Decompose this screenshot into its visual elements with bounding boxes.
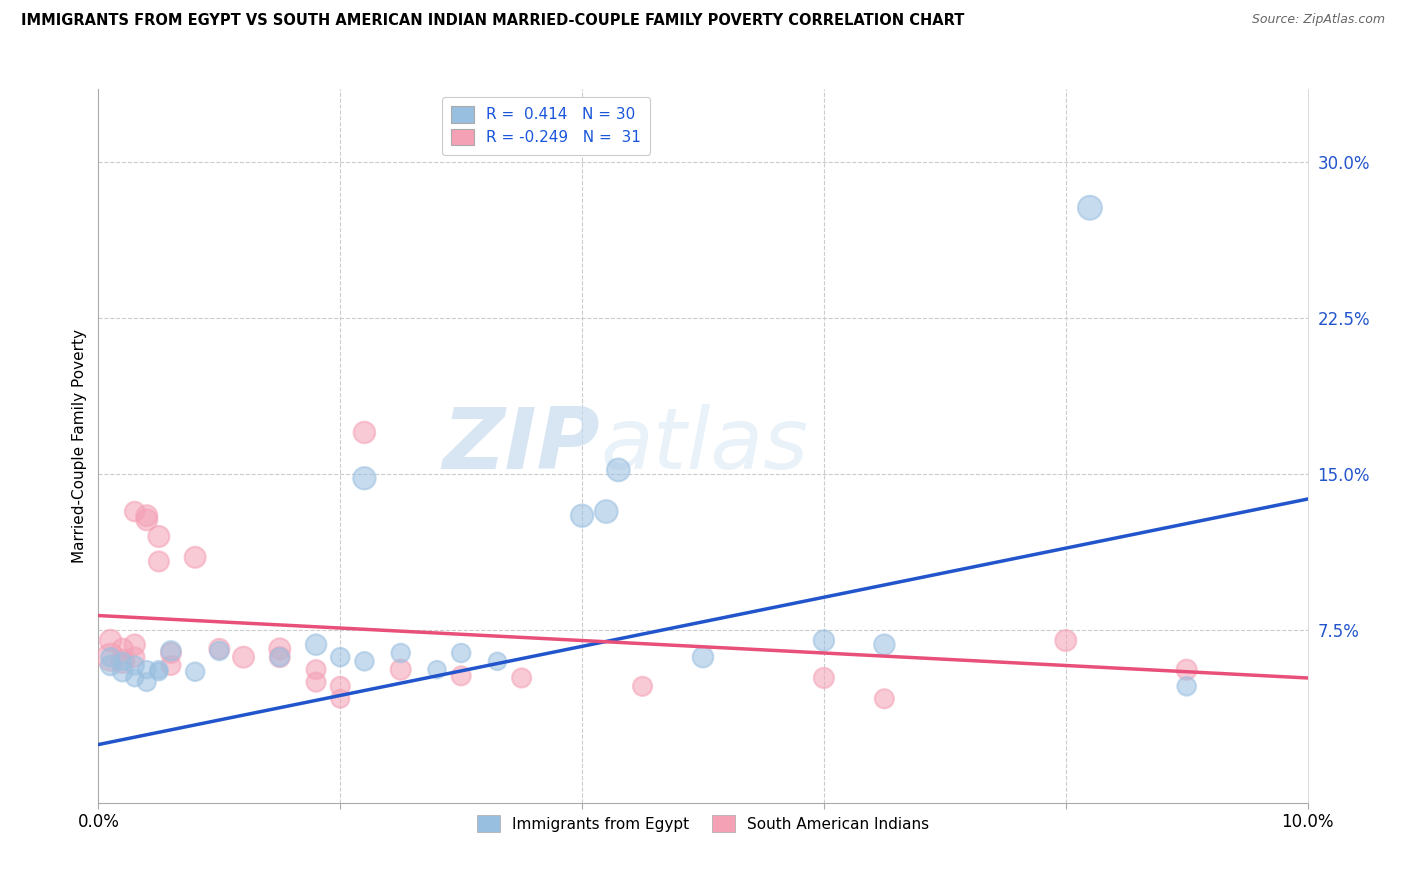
Point: [595, 504, 617, 518]
Point: [389, 646, 412, 660]
Point: [100, 650, 122, 665]
Point: [208, 641, 231, 656]
Point: [1078, 201, 1101, 215]
Point: [305, 638, 328, 652]
Point: [184, 665, 207, 679]
Point: [124, 650, 146, 665]
Point: [100, 633, 122, 648]
Point: [124, 658, 146, 673]
Point: [426, 663, 449, 677]
Point: [389, 663, 412, 677]
Point: [148, 665, 170, 679]
Point: [692, 650, 714, 665]
Point: [486, 654, 509, 668]
Point: [353, 425, 375, 440]
Point: [184, 550, 207, 565]
Point: [111, 665, 134, 679]
Text: ZIP: ZIP: [443, 404, 600, 488]
Point: [269, 650, 291, 665]
Point: [148, 529, 170, 543]
Point: [269, 650, 291, 665]
Point: [160, 646, 183, 660]
Point: [450, 646, 472, 660]
Point: [111, 641, 134, 656]
Point: [269, 641, 291, 656]
Point: [232, 650, 254, 665]
Point: [124, 671, 146, 685]
Point: [135, 675, 157, 690]
Point: [124, 504, 146, 518]
Point: [1175, 679, 1198, 693]
Point: [329, 691, 352, 706]
Point: [160, 658, 183, 673]
Point: [813, 633, 835, 648]
Point: [353, 471, 375, 485]
Point: [148, 663, 170, 677]
Point: [873, 691, 896, 706]
Y-axis label: Married-Couple Family Poverty: Married-Couple Family Poverty: [72, 329, 87, 563]
Point: [631, 679, 654, 693]
Point: [135, 513, 157, 527]
Text: atlas: atlas: [600, 404, 808, 488]
Point: [329, 679, 352, 693]
Point: [160, 644, 183, 658]
Point: [813, 671, 835, 685]
Point: [208, 644, 231, 658]
Point: [305, 663, 328, 677]
Point: [329, 650, 352, 665]
Point: [1175, 663, 1198, 677]
Point: [510, 671, 533, 685]
Text: Source: ZipAtlas.com: Source: ZipAtlas.com: [1251, 13, 1385, 27]
Point: [124, 638, 146, 652]
Point: [100, 658, 122, 673]
Point: [305, 675, 328, 690]
Point: [111, 654, 134, 668]
Text: IMMIGRANTS FROM EGYPT VS SOUTH AMERICAN INDIAN MARRIED-COUPLE FAMILY POVERTY COR: IMMIGRANTS FROM EGYPT VS SOUTH AMERICAN …: [21, 13, 965, 29]
Point: [135, 508, 157, 523]
Legend: Immigrants from Egypt, South American Indians: Immigrants from Egypt, South American In…: [471, 809, 935, 838]
Point: [571, 508, 593, 523]
Point: [148, 554, 170, 568]
Point: [450, 669, 472, 683]
Point: [100, 650, 122, 665]
Point: [135, 663, 157, 677]
Point: [353, 654, 375, 668]
Point: [607, 463, 630, 477]
Point: [111, 654, 134, 668]
Point: [1054, 633, 1077, 648]
Point: [873, 638, 896, 652]
